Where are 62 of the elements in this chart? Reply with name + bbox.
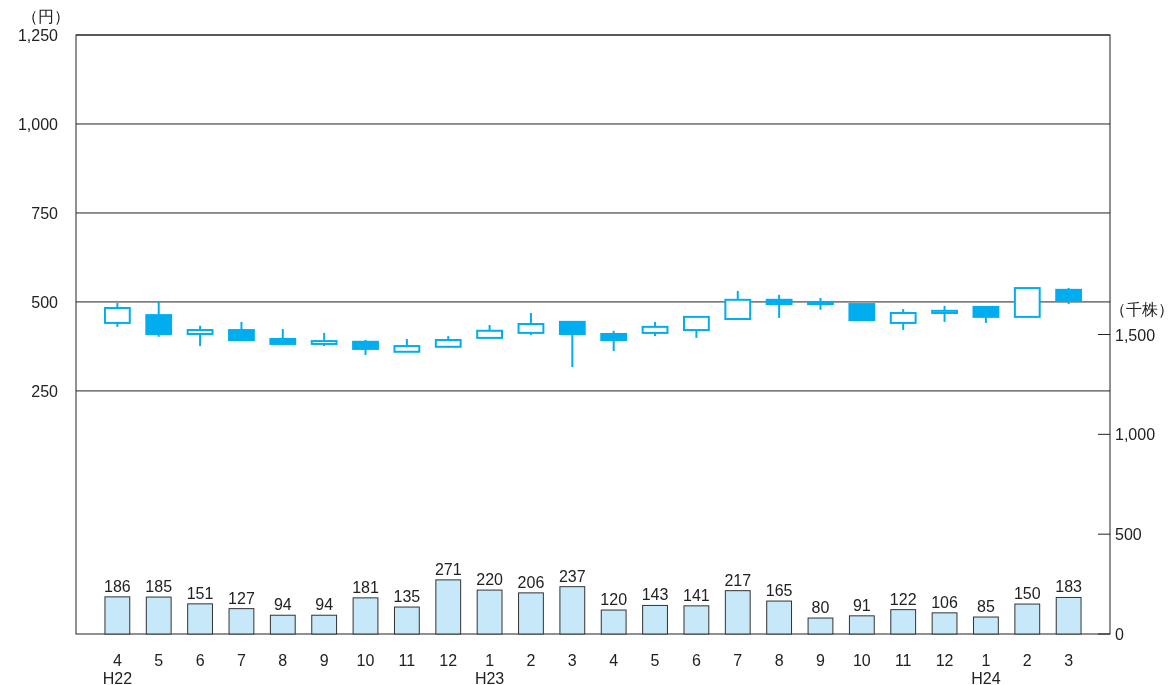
data-label: 271 (434, 560, 462, 578)
data-label: 120 (600, 591, 628, 609)
bar (600, 609, 627, 635)
data-label: 151 (186, 584, 214, 602)
bar (352, 597, 379, 635)
bar (1014, 603, 1041, 635)
bar (104, 596, 131, 635)
data-label: 122 (889, 590, 917, 608)
data-label: 186 (104, 577, 131, 595)
y-tick-label: 1,000 (17, 115, 59, 133)
data-label: 206 (517, 573, 545, 591)
data-label: 85 (977, 598, 995, 616)
bar (518, 592, 544, 635)
data-label: 220 (476, 571, 504, 589)
bar (848, 615, 875, 635)
y-tick-label: 1,250 (17, 27, 59, 44)
y2-axis-title: （千株） (1110, 300, 1171, 318)
data-label: 165 (765, 582, 793, 600)
data-label: 91 (852, 596, 871, 614)
data-label: 80 (811, 599, 830, 617)
data-label: 143 (641, 586, 669, 604)
data-label: 183 (1055, 578, 1083, 596)
bar (1055, 596, 1082, 635)
data-label: 106 (931, 593, 959, 611)
y-tick-label: 250 (31, 382, 59, 400)
data-label: 141 (683, 586, 710, 604)
bar (931, 612, 958, 635)
candlestick (186, 324, 214, 348)
bar (642, 604, 668, 635)
data-label: 94 (273, 596, 292, 614)
bar (973, 616, 999, 635)
bar (435, 579, 462, 635)
bar (683, 605, 710, 635)
bar (311, 614, 338, 635)
data-label: 217 (724, 571, 752, 589)
bar (724, 590, 751, 635)
bar (476, 589, 503, 635)
y2-tick-label: 1,000 (1115, 426, 1156, 444)
y-tick-label: 750 (31, 204, 59, 222)
data-label: 237 (558, 567, 586, 585)
data-label: 181 (352, 578, 379, 596)
data-label: 127 (228, 589, 255, 607)
bar (890, 609, 917, 635)
y2-tick-label: 0 (1115, 626, 1124, 643)
data-label: 185 (145, 578, 173, 596)
y2-tick-label: 500 (1115, 526, 1142, 544)
y-tick-label: 500 (31, 293, 59, 311)
y-axis-title: （円） (22, 8, 70, 25)
bar (145, 596, 172, 635)
bar (228, 608, 255, 635)
bar (807, 617, 834, 635)
data-label: 150 (1013, 585, 1041, 603)
bar (559, 586, 586, 635)
bar (393, 606, 420, 635)
candlestick (765, 293, 793, 319)
bar (187, 603, 213, 635)
volume: 186 185 151 127 94 94 181 135 271 220 206 237 120 143 141 217 165 80 91 122 106 85 150 183 (104, 560, 1082, 635)
bar (269, 614, 296, 635)
data-label: 94 (315, 596, 334, 614)
y2-tick-label: 1,500 (1115, 326, 1156, 344)
bar (766, 600, 793, 635)
data-label: 135 (393, 588, 421, 606)
